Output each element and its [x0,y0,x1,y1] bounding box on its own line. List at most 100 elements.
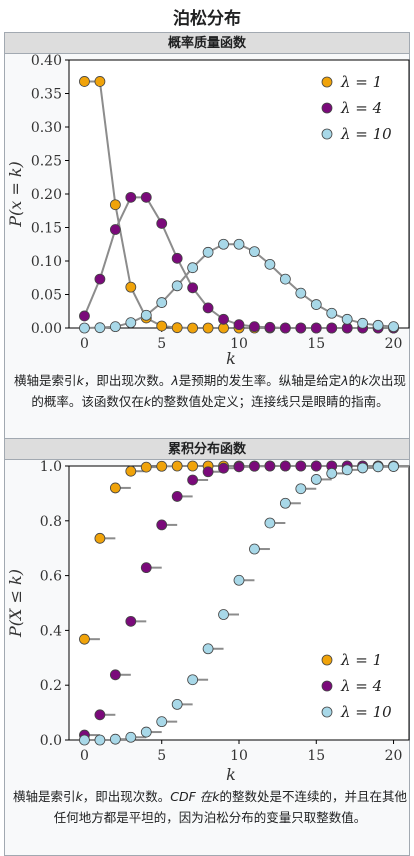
data-point [187,474,199,486]
data-point [109,321,121,333]
data-point [279,273,291,285]
data-point [310,474,322,485]
data-point [310,460,322,472]
caption-var: k [212,789,220,804]
cdf-header: 累积分布函数 [4,438,410,460]
data-point [202,466,214,478]
x-tick-label: 10 [230,336,248,352]
data-point [310,322,322,334]
data-point [171,322,183,334]
legend-marker [321,680,333,692]
legend-marker [321,706,333,718]
y-tick-label: 0.35 [31,87,62,103]
caption-var: λ [171,373,179,388]
plot-area [68,465,410,741]
data-point [233,461,245,473]
data-point [79,76,90,87]
data-point [249,246,260,258]
caption-var: CDF 在 [170,789,213,804]
data-point [218,462,229,474]
x-tick-label: 15 [307,336,325,352]
data-point [357,317,369,329]
data-point [295,460,307,472]
caption-text: ，即出现次数。 [82,789,171,804]
y-tick-label: 0.40 [31,54,62,69]
data-point [79,633,90,645]
data-point [187,460,199,472]
data-point [171,698,183,710]
data-point [388,461,399,472]
data-point [156,297,168,308]
data-point [202,302,214,314]
y-tick-label: 0.05 [31,288,62,304]
data-point [233,574,245,586]
y-tick-label: 0.4 [40,623,62,639]
data-point [326,322,338,334]
data-point [264,321,276,333]
data-point [79,734,90,746]
data-point [79,310,90,322]
caption-text: ，即出现次数。 [83,373,172,388]
pmf-panel: 0.00 0.05 0.10 0.15 0.20 0.25 0.30 0.35 0.40 0 5 10… [4,54,410,438]
y-tick-label: 0.25 [31,154,62,170]
data-point [218,238,229,250]
data-point [295,322,307,334]
y-tick-label: 0.00 [31,321,62,337]
y-axis-label: P(X ≤ k) [6,569,25,638]
data-point [125,731,137,743]
data-point [295,483,307,495]
data-point [94,76,106,87]
data-point [94,734,106,746]
legend-marker [321,128,333,140]
x-axis-label: k [226,765,236,784]
data-point [326,307,338,319]
data-point [279,460,291,472]
caption-var: k [143,394,152,409]
x-tick-label: 15 [307,748,325,764]
x-tick-label: 0 [80,748,89,764]
data-point [264,258,276,270]
caption-var: λ [341,373,349,388]
data-point [249,460,260,472]
data-point [109,482,121,494]
x-tick-label: 10 [230,748,248,764]
data-point [341,464,353,476]
legend-label: λ = 4 [340,99,382,117]
data-point [109,669,121,681]
page-title: 泊松分布 [173,9,241,29]
data-point [125,191,137,203]
data-point [171,491,183,502]
data-point [264,517,276,529]
data-point [125,281,137,293]
y-tick-label: 0.20 [31,187,62,203]
data-point [109,224,121,235]
data-point [372,461,384,473]
y-tick-label: 0.30 [31,120,62,136]
data-point [357,462,369,474]
plot-area [68,59,410,329]
caption-text: 横轴是索引 [14,373,77,388]
pmf-header: 概率质量函数 [4,32,410,54]
data-point [94,273,106,285]
data-point [372,319,384,331]
data-point [156,519,168,531]
data-point [140,562,152,574]
legend-label: λ = 1 [340,651,382,669]
legend-label: λ = 4 [340,677,382,695]
caption-text: 的整数处是不连续的，并且在其他任何地方都是平坦的，因为泊松分布的变量只取整数值。 [53,789,408,825]
data-point [79,322,90,334]
caption-text: 横轴是索引 [12,789,76,804]
data-point [140,461,152,473]
data-point [156,320,168,332]
cdf-caption: 横轴是索引k，即出现次数。CDF 在k的整数处是不连续的，并且在其他任何地方都是… [9,786,411,828]
data-point [156,218,168,229]
legend-marker [321,654,333,666]
legend-label: λ = 1 [340,73,382,91]
data-point [156,716,168,728]
data-point [187,322,199,334]
data-point [388,321,399,333]
data-point [156,460,168,472]
data-point [140,726,152,738]
y-tick-label: 0.8 [40,514,62,530]
